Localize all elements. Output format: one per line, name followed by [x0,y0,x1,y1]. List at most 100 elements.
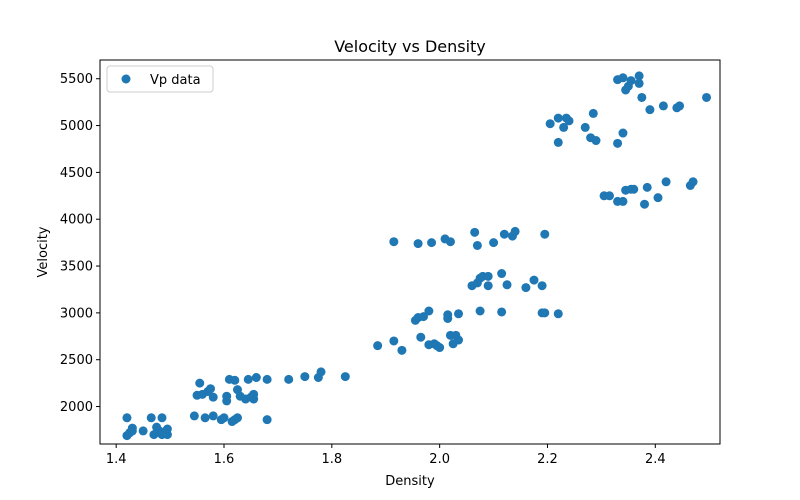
data-point [195,378,205,388]
data-point [661,177,671,187]
y-tick-label: 3000 [60,306,93,321]
data-point [454,309,464,319]
x-tick-label: 2.4 [645,452,666,467]
data-point [634,78,644,88]
data-point [529,275,539,285]
data-point [262,374,272,384]
data-point [416,332,426,342]
y-axis-label: Velocity [36,226,51,277]
data-point [475,306,485,316]
data-point [483,271,493,281]
data-point [510,226,520,236]
data-point [222,391,232,401]
data-point [702,92,712,102]
y-tick-label: 4500 [60,166,93,181]
data-point [545,119,555,129]
data-point [675,101,685,111]
data-point [499,229,509,239]
data-point [397,345,407,355]
x-tick-label: 1.8 [321,452,342,467]
data-point [454,335,464,345]
data-point [653,193,663,203]
data-point [219,413,229,423]
x-tick-label: 2.2 [537,452,558,467]
legend-label: Vp data [150,73,201,88]
data-point [634,71,644,81]
data-point [435,343,445,353]
y-tick-label: 2000 [60,400,93,415]
data-point [122,413,132,423]
data-point [626,76,636,86]
data-point [537,281,547,291]
legend: Vp data [106,65,214,93]
data-point [445,237,455,247]
data-point [189,411,199,421]
data-point [208,411,218,421]
data-point [497,269,507,279]
data-point [373,341,383,351]
data-point [591,136,601,146]
data-point [618,128,628,138]
data-point [540,229,550,239]
data-point [138,426,148,436]
data-point [443,310,453,320]
data-point [553,137,563,147]
y-tick-label: 5500 [60,72,93,87]
data-point [629,184,639,194]
data-point [230,375,240,385]
data-point [604,191,614,201]
y-tick-label: 2500 [60,353,93,368]
x-axis-ticks: 1.4 1.6 1.8 2.0 2.2 2.4 [106,444,666,467]
axes-frame [99,59,721,445]
data-point [489,238,499,248]
data-point [588,108,598,118]
data-point [618,196,628,206]
data-point [642,182,652,192]
data-point [200,413,210,423]
data-point [418,312,428,322]
data-point [284,374,294,384]
data-point [637,92,647,102]
data-point [127,426,137,436]
x-tick-label: 1.4 [106,452,127,467]
y-axis-ticks: 2000 2500 3000 3500 4000 4500 5000 5500 [60,72,100,415]
data-point [208,392,218,402]
data-point [483,281,493,291]
data-point [427,238,437,248]
data-point [316,367,326,377]
legend-box [106,65,214,93]
legend-marker [121,74,131,84]
x-tick-label: 1.6 [214,452,235,467]
data-point [162,424,172,434]
data-point [613,138,623,148]
data-point [262,415,272,425]
data-point [157,413,167,423]
data-point [232,413,242,423]
data-point [206,384,216,394]
data-point [389,336,399,346]
data-point [251,373,261,382]
data-point [658,101,668,111]
data-point [618,73,628,83]
y-tick-label: 4000 [60,213,93,228]
data-point [472,240,482,250]
data-point [553,113,563,123]
data-point [688,177,698,187]
x-axis-label: Density [385,474,435,489]
points-layer [122,71,712,441]
data-point [540,308,550,318]
data-point [553,309,563,319]
data-point [559,122,569,132]
data-point [389,237,399,247]
data-point [300,372,310,382]
data-point [249,389,259,399]
data-point [340,372,350,382]
data-point [243,374,253,384]
data-point [413,239,423,249]
data-point [424,306,434,316]
data-point [645,105,655,115]
data-point [497,307,507,317]
data-point [146,413,156,423]
data-point [640,199,650,209]
